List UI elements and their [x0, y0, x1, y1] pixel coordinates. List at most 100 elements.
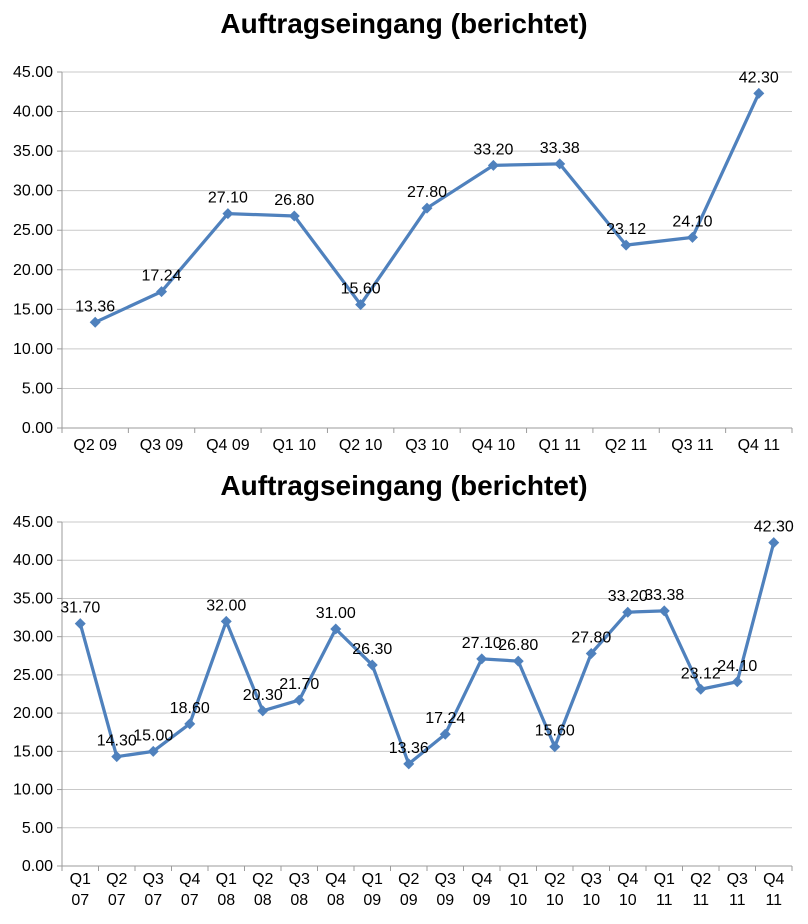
data-label: 27.10 — [462, 635, 502, 652]
chart-title-bottom: Auftragseingang (berichtet) — [220, 470, 588, 501]
x-axis-label: Q1 07 — [70, 871, 91, 909]
svg-text:40.00: 40.00 — [13, 552, 53, 569]
svg-text:5.00: 5.00 — [22, 380, 53, 397]
data-point-marker — [658, 605, 670, 617]
y-axis-labels: 0.00 5.00 10.00 15.00 20.00 25.00 30.00 35.00 40… — [13, 514, 53, 875]
x-axis-label: Q3 08 — [289, 871, 310, 909]
x-axis-label: Q1 10 — [272, 437, 316, 454]
data-point-marker — [439, 728, 451, 740]
axes — [57, 521, 793, 871]
x-axis-label: Q3 10 — [405, 437, 449, 454]
svg-text:20.00: 20.00 — [13, 705, 53, 722]
x-axis-label: Q3 11 — [727, 871, 748, 909]
x-axis-label: Q2 10 — [544, 871, 565, 909]
data-point-marker — [222, 208, 234, 220]
svg-text:0.00: 0.00 — [22, 858, 53, 875]
x-axis-label: Q1 11 — [654, 871, 675, 909]
data-label: 33.20 — [473, 141, 513, 158]
data-point-marker — [622, 606, 634, 618]
x-axis-label: Q4 08 — [325, 871, 346, 909]
line-chart-top: 0.00 5.00 10.00 15.00 20.00 25.00 30.00 35.00 40… — [13, 64, 793, 454]
data-label: 17.24 — [142, 268, 182, 285]
x-axis-label: Q4 11 — [763, 871, 784, 909]
x-axis-label: Q3 07 — [143, 871, 164, 909]
data-label: 23.12 — [606, 221, 646, 238]
data-label: 14.30 — [97, 733, 137, 750]
svg-text:35.00: 35.00 — [13, 143, 53, 160]
svg-text:15.00: 15.00 — [13, 743, 53, 760]
gridlines — [62, 71, 792, 389]
data-label: 42.30 — [739, 69, 779, 86]
data-point-marker — [89, 316, 101, 328]
data-label: 26.80 — [498, 637, 538, 654]
data-point-marker — [74, 618, 86, 630]
x-axis-labels: Q1 07 Q2 07 Q3 07 Q4 07 Q1 08 Q2 08 Q3 08 Q4 08 Q1 09 Q2 09… — [70, 871, 785, 909]
data-point-marker — [549, 741, 561, 753]
svg-text:25.00: 25.00 — [13, 667, 53, 684]
data-label: 24.10 — [672, 213, 712, 230]
data-label: 27.80 — [571, 629, 611, 646]
x-axis-label: Q4 11 — [738, 437, 781, 454]
x-axis-label: Q4 07 — [179, 871, 200, 909]
data-label: 17.24 — [425, 710, 465, 727]
data-point-marker — [585, 647, 597, 659]
data-label: 15.60 — [535, 723, 575, 740]
svg-text:30.00: 30.00 — [13, 629, 53, 646]
svg-text:15.00: 15.00 — [13, 301, 53, 318]
x-axis-label: Q3 10 — [581, 871, 602, 909]
svg-text:30.00: 30.00 — [13, 183, 53, 200]
data-point-marker — [768, 537, 780, 549]
data-label: 23.12 — [681, 665, 721, 682]
svg-text:20.00: 20.00 — [13, 262, 53, 279]
svg-text:40.00: 40.00 — [13, 104, 53, 121]
data-label: 20.30 — [243, 687, 283, 704]
x-axis-label: Q4 10 — [617, 871, 638, 909]
svg-text:25.00: 25.00 — [13, 222, 53, 239]
chart-title-top: Auftragseingang (berichtet) — [220, 8, 588, 39]
data-point-marker — [156, 286, 168, 298]
x-axis-label: Q2 11 — [605, 437, 648, 454]
data-point-marker — [421, 202, 433, 214]
data-point-marker — [403, 758, 415, 770]
data-point-marker — [257, 705, 269, 717]
x-axis-label: Q2 10 — [339, 437, 383, 454]
svg-text:0.00: 0.00 — [22, 420, 53, 437]
x-axis-label: Q1 09 — [362, 871, 383, 909]
data-point-marker — [753, 87, 765, 99]
data-point-marker — [111, 751, 123, 763]
x-axis-label: Q2 07 — [106, 871, 127, 909]
data-point-marker — [293, 694, 305, 706]
svg-text:45.00: 45.00 — [13, 64, 53, 81]
x-axis-label: Q3 09 — [140, 437, 184, 454]
data-label: 33.20 — [608, 588, 648, 605]
data-label: 33.38 — [644, 587, 684, 604]
svg-text:35.00: 35.00 — [13, 590, 53, 607]
x-axis-label: Q2 09 — [398, 871, 419, 909]
x-axis-label: Q2 08 — [252, 871, 273, 909]
data-label: 33.38 — [540, 140, 580, 157]
data-label: 15.00 — [133, 727, 173, 744]
data-point-marker — [554, 158, 566, 170]
data-label: 15.60 — [341, 281, 381, 298]
data-point-marker — [147, 745, 159, 757]
data-label: 32.00 — [206, 597, 246, 614]
svg-text:45.00: 45.00 — [13, 514, 53, 531]
data-point-marker — [731, 676, 743, 688]
x-axis-label: Q1 10 — [508, 871, 529, 909]
data-point-marker — [220, 615, 232, 627]
data-point-marker — [330, 623, 342, 635]
svg-text:10.00: 10.00 — [13, 782, 53, 799]
data-point-marker — [366, 659, 378, 671]
data-point-marker — [476, 653, 488, 665]
data-label: 27.10 — [208, 190, 248, 207]
gridlines — [62, 521, 792, 829]
data-point-marker — [695, 683, 707, 695]
axes — [57, 71, 793, 433]
data-label: 21.70 — [279, 676, 319, 693]
x-axis-label: Q2 09 — [73, 437, 117, 454]
data-markers — [89, 87, 765, 328]
line-chart-bottom: 0.00 5.00 10.00 15.00 20.00 25.00 30.00 35.00 40… — [13, 514, 794, 909]
data-label: 31.00 — [316, 605, 356, 622]
y-axis-labels: 0.00 5.00 10.00 15.00 20.00 25.00 30.00 35.00 40… — [13, 64, 53, 437]
